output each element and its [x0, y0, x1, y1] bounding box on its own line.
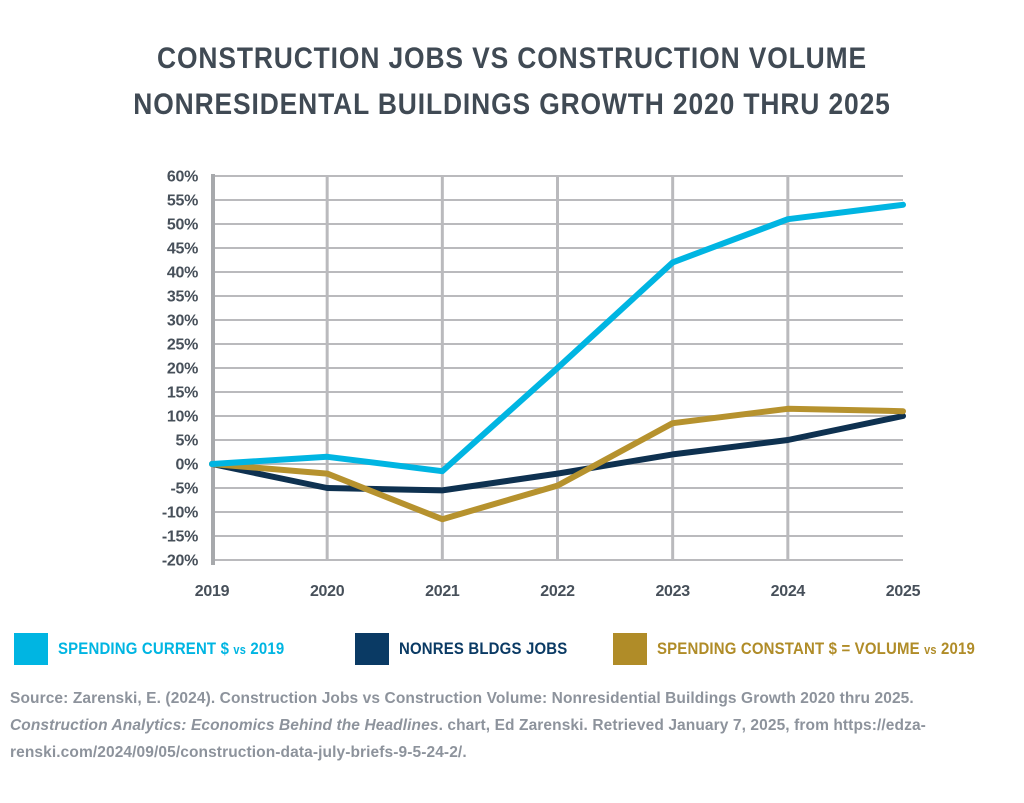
legend-label-nonres-jobs: NONRES BLDGS JOBS [399, 639, 567, 659]
y-axis-tick-label: 0% [175, 457, 198, 474]
source-line-1: Source: Zarenski, E. (2024). Constructio… [10, 690, 914, 707]
legend-text-year: 2019 [250, 639, 285, 658]
source-line-2: Construction Analytics: Economics Behind… [10, 712, 1010, 739]
series-line-spending-current-dollars [209, 201, 906, 475]
y-axis-tick-label: -10% [162, 505, 198, 522]
legend-swatch-spending-constant [613, 633, 647, 665]
y-axis-tick-label: 30% [167, 313, 198, 330]
x-axis-tick-label: 2020 [310, 583, 345, 600]
y-axis-tick-label: -20% [162, 553, 198, 570]
series-line-spending-constant-volume [209, 405, 906, 523]
chart-title-line-1: CONSTRUCTION JOBS VS CONSTRUCTION VOLUME [157, 42, 867, 75]
y-axis-tick-label: 10% [167, 409, 198, 426]
legend-swatch-spending-current [14, 633, 48, 665]
legend-swatch-nonres-jobs [355, 633, 389, 665]
y-axis-tick-label: -15% [162, 529, 198, 546]
y-axis-tick-label: 55% [167, 193, 198, 210]
y-axis-tick-label: 50% [167, 217, 198, 234]
legend-label-spending-current: SPENDING CURRENT $ vs 2019 [58, 639, 284, 659]
legend-item-spending-current: SPENDING CURRENT $ vs 2019 [14, 632, 315, 666]
legend-text-vs: vs [233, 643, 247, 657]
legend-label-spending-constant: SPENDING CONSTANT $ = VOLUME vs 2019 [657, 639, 975, 659]
y-axis-tick-label: 15% [167, 385, 198, 402]
legend-text-main: SPENDING CURRENT $ [58, 639, 230, 658]
x-axis-tick-label: 2021 [425, 583, 460, 600]
x-axis-tick-label: 2023 [655, 583, 690, 600]
legend-item-spending-constant: SPENDING CONSTANT $ = VOLUME vs 2019 [613, 632, 1018, 666]
x-axis-tick-label: 2025 [886, 583, 921, 600]
y-axis-tick-label: 5% [175, 433, 198, 450]
x-axis-tick-label: 2022 [540, 583, 575, 600]
source-italic-title: Construction Analytics: Economics Behind… [10, 717, 439, 734]
legend-item-nonres-jobs: NONRES BLDGS JOBS [355, 632, 590, 666]
y-axis-tick-label: -5% [170, 481, 198, 498]
source-citation: Source: Zarenski, E. (2024). Constructio… [10, 685, 1010, 766]
y-axis-tick-label: 20% [167, 361, 198, 378]
series-line-nonres-bldgs-jobs [209, 413, 906, 494]
y-axis-tick-label: 25% [167, 337, 198, 354]
chart-title: CONSTRUCTION JOBS VS CONSTRUCTION VOLUME… [61, 36, 962, 128]
legend-text-vs: vs [924, 643, 937, 657]
chart-title-line-2: NONRESIDENTAL BUILDINGS GROWTH 2020 THRU… [133, 88, 891, 121]
legend-text-main: NONRES BLDGS JOBS [399, 639, 568, 658]
source-after-italic: . chart, Ed Zarenski. Retrieved January … [438, 717, 926, 734]
legend-text-year: 2019 [941, 639, 976, 658]
y-axis-tick-label: 35% [167, 289, 198, 306]
source-line-3: renski.com/2024/09/05/construction-data-… [10, 744, 467, 761]
x-axis-tick-label: 2019 [195, 583, 230, 600]
y-axis-tick-label: 40% [167, 265, 198, 282]
y-axis-tick-label: 60% [167, 169, 198, 186]
x-axis-tick-label: 2024 [771, 583, 806, 600]
legend-text-main: SPENDING CONSTANT $ = VOLUME [657, 639, 920, 658]
y-axis-tick-label: 45% [167, 241, 198, 258]
